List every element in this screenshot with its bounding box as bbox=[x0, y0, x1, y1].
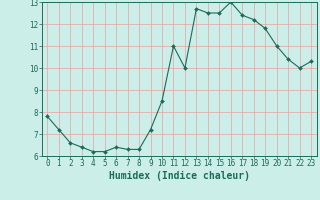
X-axis label: Humidex (Indice chaleur): Humidex (Indice chaleur) bbox=[109, 171, 250, 181]
